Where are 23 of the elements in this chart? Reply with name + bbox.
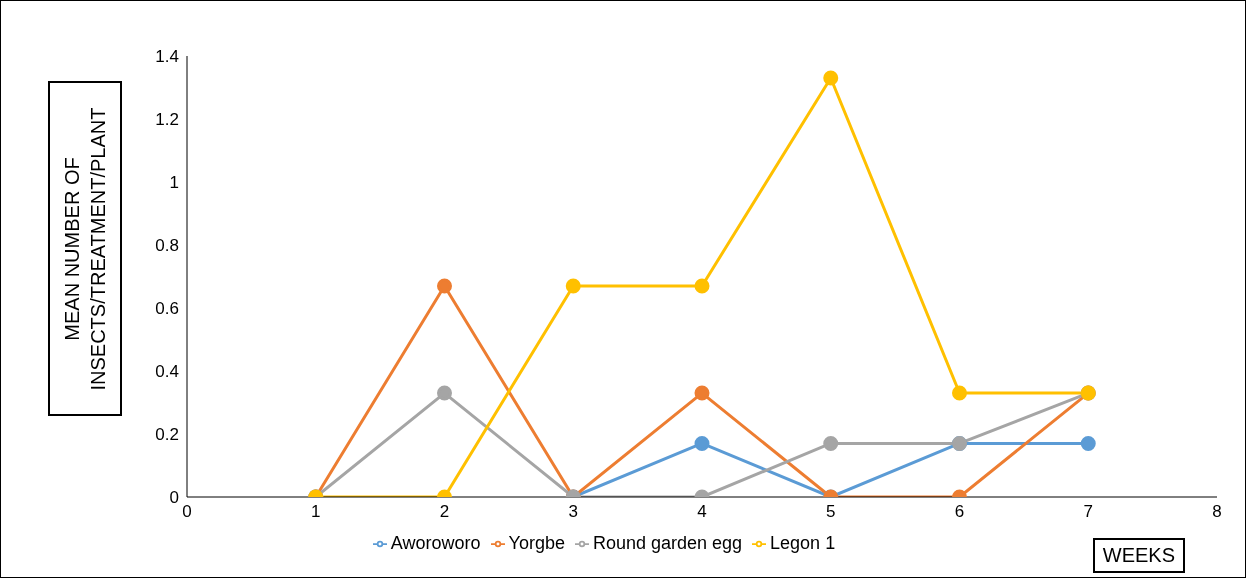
x-tick-label: 8 (1212, 502, 1222, 522)
legend-label: Yorgbe (508, 533, 565, 553)
y-axis-title: MEAN NUMBER OF INSECTS/TREATMENT/PLANT (60, 106, 110, 392)
x-tick-label: 6 (954, 502, 965, 522)
y-tick-label: 0.2 (155, 425, 179, 445)
y-tick-label: 0.6 (155, 299, 179, 319)
legend-label: Round garden egg (592, 533, 743, 553)
x-tick-label: 1 (311, 502, 321, 522)
x-tick-label: 7 (1083, 502, 1093, 522)
x-tick-label: 2 (439, 502, 450, 522)
y-tick-label: 1 (169, 173, 179, 193)
x-tick-label: 5 (826, 502, 836, 522)
legend-label: Legon 1 (770, 533, 836, 553)
y-tick-label: 0 (169, 488, 179, 508)
x-tick-label: 3 (568, 502, 578, 522)
y-tick-label: 0.8 (155, 236, 179, 256)
x-tick-label: 4 (697, 502, 707, 522)
y-tick-label: 1.2 (155, 110, 179, 130)
y-tick-label: 0.4 (155, 362, 179, 382)
x-axis-title: WEEKS (1092, 538, 1185, 573)
y-tick-label: 1.4 (155, 47, 179, 67)
legend-label: Aworoworo (390, 533, 481, 553)
x-tick-label: 0 (182, 502, 192, 522)
